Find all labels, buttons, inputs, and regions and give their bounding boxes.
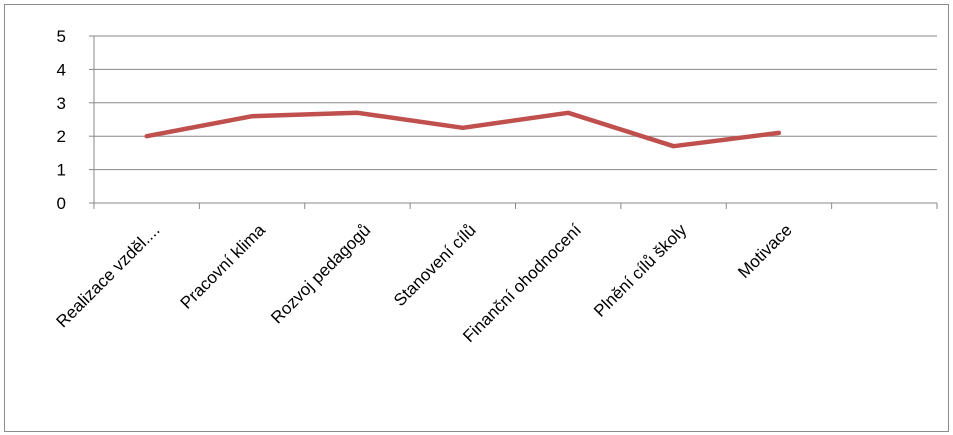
x-tick-label-2: Rozvoj pedagogů <box>267 220 374 327</box>
y-axis-labels: 0 1 2 3 4 5 <box>57 27 66 213</box>
gridlines <box>94 35 937 171</box>
x-tick-label-6: Motivace <box>734 220 796 282</box>
x-tick-label-5: Plnění cílů školy <box>590 220 691 321</box>
y-tick-label-4: 4 <box>57 60 66 79</box>
x-axis-labels: Realizace vzděl.... Pracovní klimaRozvoj … <box>53 220 796 346</box>
y-tick-label-0: 0 <box>57 194 66 213</box>
y-tick-label-1: 1 <box>57 161 66 180</box>
series-line-0 <box>144 110 782 149</box>
y-tick-label-3: 3 <box>57 94 66 113</box>
series-group <box>144 110 782 149</box>
axes <box>89 35 938 209</box>
x-tick-label-4: Finanční ohodnocení <box>459 220 585 346</box>
x-tick-label-3: Stanovení cílů <box>390 220 480 310</box>
y-tick-label-2: 2 <box>57 127 66 146</box>
y-tick-label-5: 5 <box>57 27 66 46</box>
x-tick-label-0: Realizace vzděl.... <box>53 220 164 331</box>
x-tick-label-1: Pracovní klima <box>177 220 270 313</box>
chart-frame <box>4 4 949 432</box>
